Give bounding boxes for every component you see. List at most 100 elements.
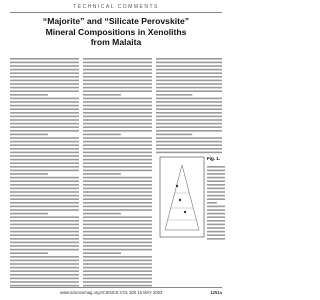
text-line	[10, 90, 79, 92]
text-line	[83, 252, 121, 254]
text-line	[83, 238, 152, 240]
page: TECHNICAL COMMENTS “Majorite” and “Silic…	[10, 4, 225, 295]
text-line	[156, 65, 222, 67]
text-line	[10, 126, 79, 128]
text-line	[10, 180, 79, 182]
text-line	[156, 79, 222, 82]
text-line	[10, 68, 79, 71]
text-line	[10, 83, 79, 85]
figure-point	[183, 210, 187, 214]
footer-site: www.sciencemag.org	[60, 290, 100, 295]
text-line	[207, 184, 225, 186]
text-line	[83, 227, 152, 229]
text-line	[156, 119, 222, 121]
text-line	[10, 277, 79, 280]
text-line	[83, 130, 152, 132]
text-line	[10, 104, 79, 107]
text-line	[10, 216, 79, 218]
text-line	[10, 79, 79, 82]
text-line	[83, 274, 152, 276]
text-line	[207, 212, 225, 215]
text-line	[10, 137, 79, 139]
text-line	[83, 241, 152, 244]
text-line	[10, 263, 79, 265]
text-line	[156, 115, 222, 118]
figure-label: Fig. 1.	[207, 156, 220, 161]
body-text: Fig. 1.	[10, 58, 225, 287]
text-line	[83, 263, 152, 265]
text-line	[207, 194, 225, 197]
text-line	[207, 223, 225, 226]
text-line	[83, 187, 152, 190]
text-line	[10, 122, 79, 125]
text-line	[207, 187, 225, 190]
text-line	[207, 180, 225, 182]
text-line	[207, 216, 225, 218]
text-line	[83, 61, 152, 64]
text-line	[83, 83, 152, 85]
text-line	[83, 108, 152, 110]
text-line	[10, 227, 79, 229]
text-line	[10, 144, 79, 146]
text-line	[83, 86, 152, 89]
text-line	[83, 245, 152, 247]
text-line	[83, 169, 152, 172]
text-line	[83, 72, 152, 74]
text-line	[83, 148, 152, 150]
figure-plot	[164, 164, 200, 231]
text-line	[10, 94, 48, 96]
text-line	[83, 220, 152, 222]
text-line	[156, 144, 222, 146]
text-line	[83, 162, 152, 164]
figure: Fig. 1.	[159, 156, 220, 238]
text-line	[207, 230, 225, 233]
text-line	[83, 144, 152, 146]
text-line	[10, 86, 79, 89]
text-line	[156, 101, 222, 103]
text-line	[83, 198, 152, 200]
text-line	[83, 137, 152, 139]
text-line	[10, 158, 79, 161]
text-line	[10, 284, 79, 287]
text-line	[83, 230, 152, 233]
text-line	[83, 68, 152, 71]
text-line	[83, 101, 152, 103]
text-line	[83, 112, 152, 114]
text-line	[83, 209, 152, 211]
text-line	[156, 151, 222, 154]
text-line	[83, 97, 152, 100]
text-line	[10, 169, 79, 172]
text-line	[83, 76, 152, 78]
text-line	[156, 137, 222, 139]
text-line	[10, 112, 79, 114]
text-line	[83, 180, 152, 182]
text-line	[83, 79, 152, 82]
text-line	[83, 158, 152, 161]
text-line	[10, 65, 79, 67]
text-line	[10, 209, 79, 211]
text-line	[83, 223, 152, 226]
text-line	[156, 104, 222, 107]
text-line	[10, 266, 79, 269]
text-line	[10, 191, 79, 193]
text-line	[10, 281, 79, 283]
text-line	[83, 216, 152, 218]
text-line	[207, 202, 217, 204]
text-line	[207, 209, 225, 211]
text-line	[10, 252, 48, 254]
text-line	[83, 122, 152, 125]
article-title: “Majorite” and “Silicate Perovskite” Min…	[42, 16, 190, 47]
text-line	[156, 130, 222, 132]
text-line	[10, 97, 79, 100]
text-line	[10, 184, 79, 186]
text-line	[156, 86, 222, 89]
text-line	[10, 61, 79, 64]
text-line	[156, 68, 222, 71]
text-line	[83, 184, 152, 186]
text-line	[156, 97, 222, 100]
text-line	[83, 202, 152, 204]
text-line	[83, 151, 152, 154]
text-line	[10, 234, 79, 236]
text-line	[83, 173, 121, 175]
text-line	[83, 126, 152, 128]
